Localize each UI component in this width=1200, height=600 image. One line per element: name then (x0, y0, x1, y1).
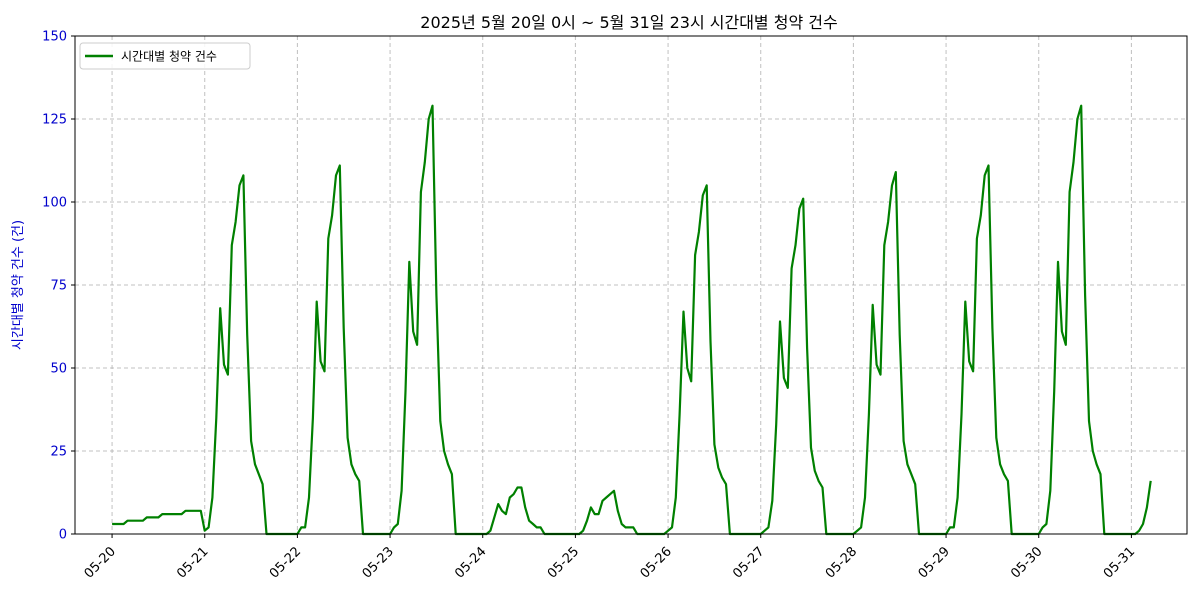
series-layer (112, 104, 1152, 536)
y-tick-label: 0 (59, 528, 67, 543)
legend-box (79, 42, 251, 70)
y-tick-label: 125 (42, 113, 67, 128)
y-axis: 0 25 50 75 100 125 150 (42, 30, 75, 543)
x-tick-label: 05-21 (174, 544, 211, 581)
y-tick-label: 150 (42, 30, 67, 45)
legend-label: 시간대별 청약 건수 (121, 49, 217, 64)
chart-title: 2025년 5월 20일 0시 ~ 5월 31일 23시 시간대별 청약 건수 (420, 13, 837, 32)
y-tick-label: 100 (42, 196, 67, 211)
y-tick-label: 25 (50, 445, 67, 460)
x-tick-label: 05-20 (82, 544, 119, 581)
x-tick-label: 05-24 (452, 544, 489, 581)
x-tick-label: 05-25 (545, 544, 582, 581)
x-tick-label: 05-27 (730, 544, 767, 581)
x-tick-label: 05-30 (1008, 544, 1045, 581)
x-tick-label: 05-22 (267, 544, 304, 581)
x-axis: 05-20 05-21 05-22 05-23 05-24 05-25 05-26 05-27… (82, 534, 1138, 582)
x-tick-label: 05-29 (916, 544, 953, 581)
x-tick-label: 05-26 (638, 544, 675, 581)
series-line (112, 104, 1152, 536)
grid (75, 35, 1187, 535)
x-tick-label: 05-23 (360, 544, 397, 581)
y-axis-label: 시간대별 청약 건수 (건) (11, 220, 26, 350)
legend: 시간대별 청약 건수 (79, 42, 251, 70)
y-tick-label: 75 (50, 279, 67, 294)
x-tick-label: 05-28 (823, 544, 860, 581)
y-tick-label: 50 (50, 362, 67, 377)
x-tick-label: 05-31 (1101, 544, 1138, 581)
